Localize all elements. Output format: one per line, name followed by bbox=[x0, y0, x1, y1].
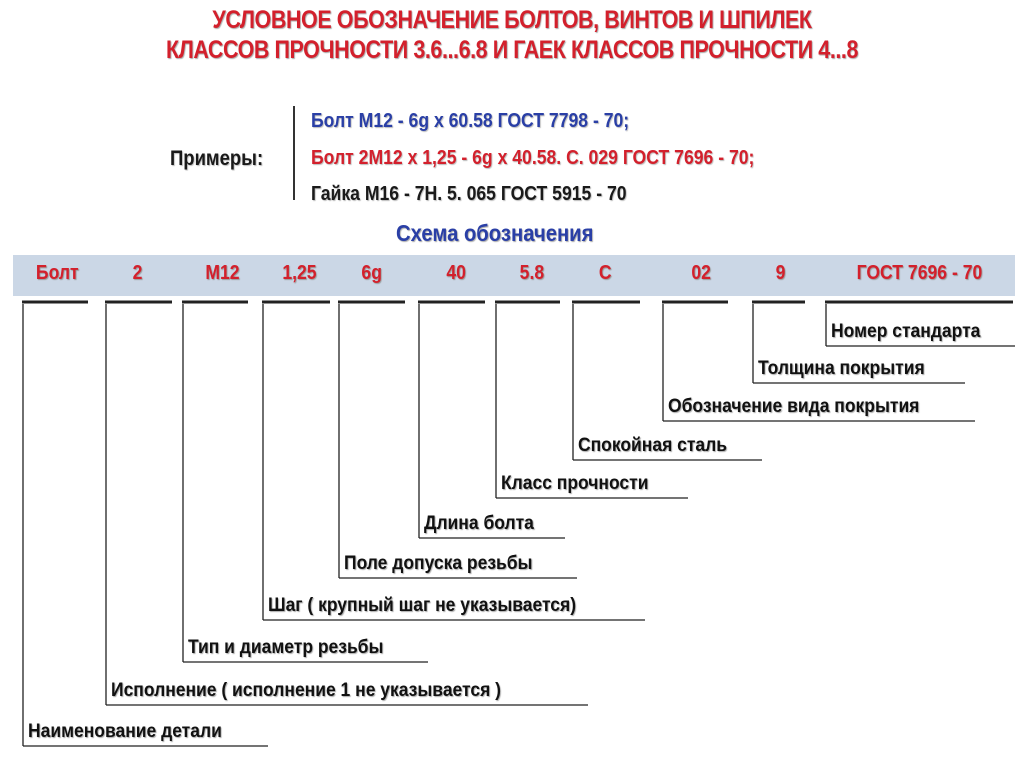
field-meaning: Класс прочности bbox=[501, 473, 649, 494]
example-2: Болт 2М12 x 1,25 - 6g x 40.58. С. 029 ГО… bbox=[311, 147, 755, 169]
field-code: 40 bbox=[446, 262, 466, 284]
field-meaning: Длина болта bbox=[424, 513, 534, 534]
scheme-title: Схема обозначения bbox=[396, 220, 594, 246]
field-code: 5.8 bbox=[519, 262, 545, 284]
designation-bar bbox=[13, 255, 1015, 296]
example-3: Гайка М16 - 7Н. 5. 065 ГОСТ 5915 - 70 bbox=[311, 183, 627, 205]
field-code: ГОСТ 7696 - 70 bbox=[856, 262, 983, 284]
field-meaning: Обозначение вида покрытия bbox=[668, 396, 920, 417]
field-code: 6g bbox=[361, 262, 382, 284]
field-meaning: Толщина покрытия bbox=[758, 358, 925, 379]
field-meaning: Номер стандарта bbox=[831, 321, 981, 342]
field-meaning: Наименование детали bbox=[28, 721, 222, 742]
field-code: 1,25 bbox=[282, 262, 317, 284]
field-code: 02 bbox=[691, 262, 711, 284]
title-line-1: УСЛОВНОЕ ОБОЗНАЧЕНИЕ БОЛТОВ, ВИНТОВ И ШП… bbox=[212, 6, 812, 34]
field-meaning: Шаг ( крупный шаг не указывается) bbox=[268, 595, 577, 616]
field-code: 2 bbox=[132, 262, 143, 284]
field-code: С bbox=[598, 262, 612, 284]
examples-divider bbox=[293, 106, 295, 200]
field-meaning: Поле допуска резьбы bbox=[344, 553, 533, 574]
field-code: М12 bbox=[205, 262, 240, 284]
field-code: Болт bbox=[35, 262, 79, 284]
field-meaning: Тип и диаметр резьбы bbox=[188, 637, 384, 658]
title-line-2: КЛАССОВ ПРОЧНОСТИ 3.6...6.8 И ГАЕК КЛАСС… bbox=[166, 36, 858, 64]
field-meaning: Исполнение ( исполнение 1 не указывается… bbox=[111, 680, 501, 701]
field-meaning: Спокойная сталь bbox=[578, 435, 727, 456]
field-code: 9 bbox=[775, 262, 786, 284]
examples-label: Примеры: bbox=[170, 147, 264, 170]
example-1: Болт М12 - 6g x 60.58 ГОСТ 7798 - 70; bbox=[311, 110, 630, 132]
